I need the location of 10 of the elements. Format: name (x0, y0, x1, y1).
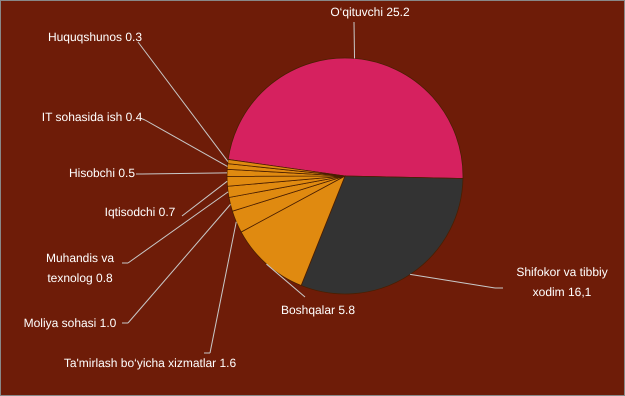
slice-label: Hisobchi 0.5 (68, 166, 136, 180)
slice-label: Muhandis va texnolog 0.8 (46, 251, 114, 285)
slice-label: Boshqalar 5.8 (280, 303, 356, 317)
slice-label: Iqtisodchi 0.7 (104, 205, 176, 219)
slice-label: Huquqshunos 0.3 (48, 30, 142, 44)
slice-label: Moliya sohasi 1.0 (24, 316, 117, 330)
slice-label: Shifokor va tibbiy xodim 16,1 (516, 265, 608, 299)
slice-label: Ta'mirlash bo‘yicha xizmatlar 1.6 (64, 356, 236, 370)
slice-label: IT sohasida ish 0.4 (42, 110, 143, 124)
slice-label: O‘qituvchi 25.2 (330, 5, 410, 19)
